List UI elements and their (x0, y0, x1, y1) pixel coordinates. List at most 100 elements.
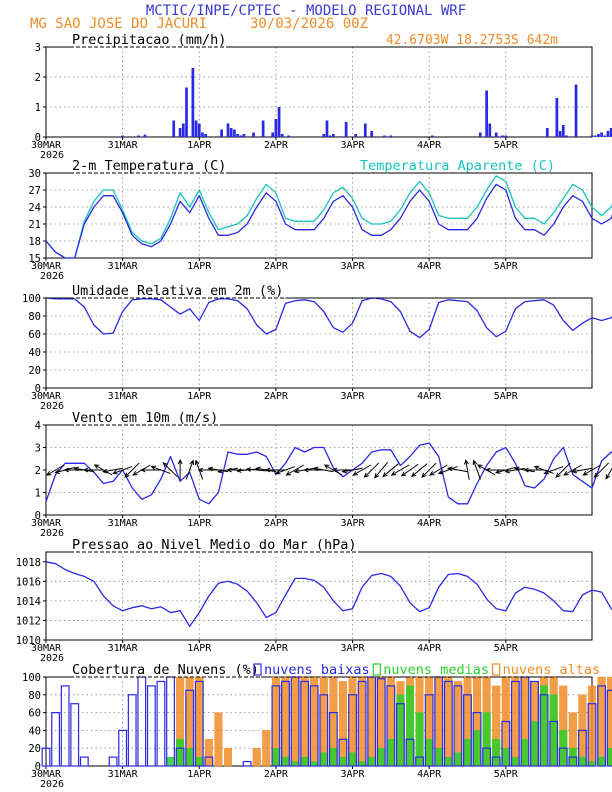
precip-ytick-label: 3 (35, 42, 41, 54)
precip-title-bg (70, 32, 229, 48)
wind-arrow-head (593, 472, 599, 478)
cloud-bar-nuvens-medias (607, 748, 612, 767)
wind-arrow-head (411, 472, 417, 478)
wind-arrow-head (73, 466, 79, 472)
cloud-bar-nuvens-baixas (530, 680, 539, 767)
rh-ytick-label: 0 (35, 383, 41, 395)
temp-title-bg (70, 158, 229, 174)
wind-xtick-label: 2APR (264, 518, 289, 529)
wind-arrow (341, 467, 363, 474)
precip-bar (606, 131, 610, 137)
legend-swatch-nuvens-medias (372, 663, 381, 676)
cloud-bar-nuvens-baixas (166, 676, 175, 767)
precip-bar (600, 132, 603, 137)
wind-arrow-head (255, 466, 261, 472)
cloud-bar-nuvens-medias (319, 752, 328, 767)
wind-arrow (543, 466, 564, 475)
cloud-bar-nuvens-altas (367, 676, 376, 767)
cloud-bar-nuvens-baixas (472, 711, 482, 767)
cloud-bar-nuvens-medias (597, 756, 606, 767)
cloud-bar-nuvens-baixas (539, 694, 549, 767)
precip-bar (194, 120, 198, 137)
pressure-title-bg (70, 537, 359, 553)
precip-xtick-label: 5APR (494, 140, 519, 151)
wind-arrow-head (341, 468, 348, 474)
wind-arrow-head (63, 467, 70, 473)
pressure-xtick-label: 3APR (340, 643, 365, 654)
cloud-bar-nuvens-baixas (338, 738, 348, 767)
cloud-bar-nuvens-medias (271, 748, 280, 767)
precip-frame (45, 46, 593, 138)
cloud-bar-nuvens-baixas (70, 703, 80, 767)
pressure-ytick-label: 1018 (16, 557, 41, 569)
wind-arrow-head (400, 471, 407, 477)
precip-bar (236, 134, 239, 137)
wind-ytick-label: 1 (35, 488, 41, 500)
wind-arrow-head (605, 474, 611, 480)
wind-arrow-head (312, 466, 319, 472)
precip-bar (383, 135, 386, 137)
wind-arrow-head (162, 462, 168, 468)
precip-bar (204, 134, 208, 137)
wind-arrow (207, 466, 229, 473)
precip-bar (609, 128, 612, 137)
cloud-bar-nuvens-baixas (319, 694, 329, 767)
cloud-bar-nuvens-baixas (127, 694, 137, 767)
wind-arrow (485, 467, 507, 473)
header-coords: 42.6703W 18.2753S 642m (386, 33, 558, 48)
clouds-ytick-label: 80 (28, 690, 41, 702)
clouds-title-bg (70, 662, 261, 678)
clouds-xtick-label: 5APR (494, 769, 519, 780)
wind-arrow (112, 466, 133, 475)
precip-bar (274, 119, 278, 137)
precip-bar (137, 135, 140, 137)
precip-xtick-year: 2026 (40, 150, 64, 161)
wind-arrow-shaft (246, 468, 267, 472)
wind-arrow-shaft (391, 464, 410, 476)
wind-arrow-head (504, 468, 510, 474)
precip-bar (220, 129, 223, 137)
clouds-xtick-label: 30MAR (31, 769, 62, 780)
cloud-bar-nuvens-altas (597, 676, 606, 767)
wind-arrow-head (331, 467, 338, 473)
wind-arrow (571, 467, 593, 474)
cloud-bar-nuvens-baixas (242, 760, 252, 767)
wind-arrow-head (140, 467, 146, 473)
wind-arrow (400, 463, 419, 477)
cloud-bar-nuvens-baixas (281, 680, 290, 767)
wind-arrow-shaft (46, 464, 65, 476)
precip-bar (178, 128, 182, 137)
wind-arrow (150, 465, 171, 474)
pressure-title: Pressao ao Nivel Medio do Mar (hPa) (72, 537, 356, 553)
cloud-bar-nuvens-baixas (405, 738, 415, 767)
legend-label-nuvens-altas: nuvens altas (503, 662, 601, 678)
cloud-bar-nuvens-baixas (491, 756, 501, 767)
cloud-bar-nuvens-medias (530, 721, 539, 767)
wind-arrow (533, 465, 554, 474)
cloud-bar-nuvens-baixas (453, 685, 463, 767)
precip-bar (354, 134, 358, 137)
cloud-bar-nuvens-baixas (175, 747, 185, 767)
cloud-bar-nuvens-medias (329, 748, 338, 767)
wind-arrow-head (189, 459, 195, 466)
wind-arrow-head (523, 467, 529, 473)
wind-arrow (102, 467, 123, 474)
precip-bar (191, 68, 195, 137)
pressure-xtick-label: 1APR (187, 643, 212, 654)
wind-arrow (312, 466, 334, 473)
temp-xtick-label: 30MAR (31, 261, 62, 272)
cloud-bar-nuvens-altas (511, 676, 520, 767)
cloud-bar-nuvens-medias (291, 761, 300, 767)
wind-xtick-label: 3APR (340, 518, 365, 529)
precip-bar (565, 135, 568, 137)
wind-arrow (421, 462, 437, 478)
wind-arrow-head (285, 470, 291, 476)
wind-title-bg (70, 410, 221, 426)
temp-ytick-label: 24 (28, 202, 41, 214)
cloud-bar-nuvens-baixas (156, 680, 166, 767)
cloud-bar-nuvens-altas (214, 712, 223, 767)
wind-arrow (495, 466, 516, 474)
wind-arrow-shaft (94, 464, 113, 476)
